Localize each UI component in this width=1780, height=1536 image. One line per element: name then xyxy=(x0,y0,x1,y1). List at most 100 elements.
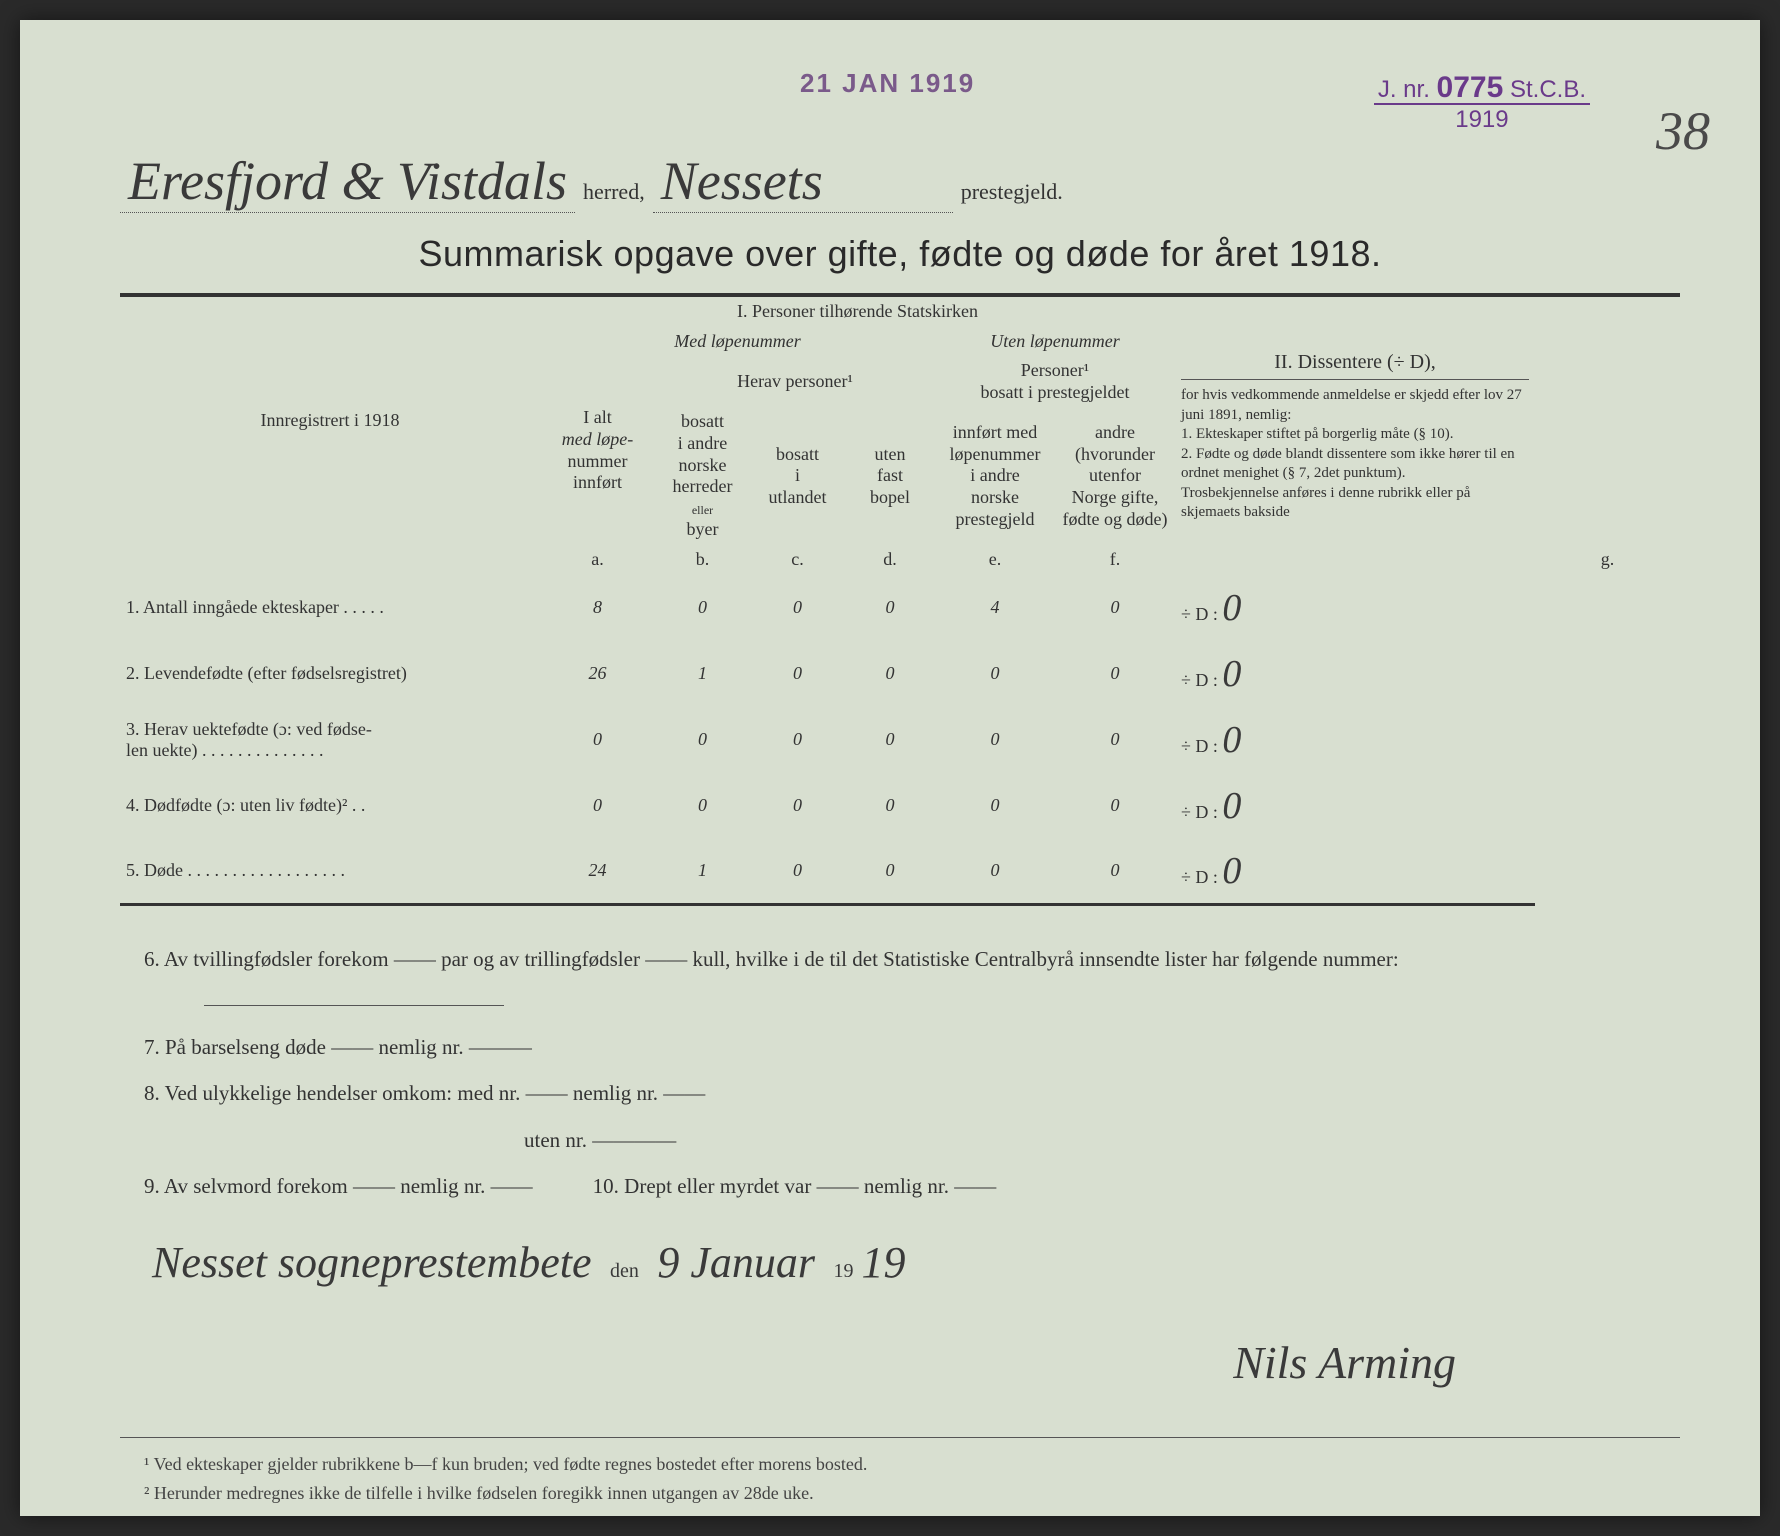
year-prefix: 19 xyxy=(834,1260,854,1282)
cell-a: 26 xyxy=(540,641,655,707)
footnote-1: ¹ Ved ekteskaper gjelder rubrikkene b—f … xyxy=(144,1450,1680,1479)
col-f-l1: (hvorunder xyxy=(1075,444,1155,464)
footnote-2: ² Herunder medregnes ikke de tilfelle i … xyxy=(144,1479,1680,1508)
cell-e: 4 xyxy=(935,575,1055,641)
col-b-l4: eller xyxy=(692,503,713,517)
year-suffix: 19 xyxy=(854,1215,914,1312)
row-label: 2. Levendefødte (efter fødselsregistret) xyxy=(120,641,540,707)
footnotes: ¹ Ved ekteskaper gjelder rubrikkene b—f … xyxy=(120,1437,1680,1508)
col-c-l2: utlandet xyxy=(769,487,827,507)
dissentere-notes: for hvis vedkommende anmeldelse er skjed… xyxy=(1181,386,1529,523)
cell-e: 0 xyxy=(935,707,1055,773)
table-row: 5. Døde . . . . . . . . . . . . . . . . … xyxy=(120,839,1680,905)
cell-a: 0 xyxy=(540,707,655,773)
q6-blank xyxy=(204,982,504,1006)
cell-b: 1 xyxy=(655,641,750,707)
col-letter-e: e. xyxy=(935,545,1055,575)
signature-place-line: Nesset sogneprestembete den 9 Januar 191… xyxy=(144,1215,1656,1312)
cell-g: ÷ D : 0 xyxy=(1175,773,1535,839)
col-a-l0: I alt xyxy=(583,407,612,427)
cell-e: 0 xyxy=(935,641,1055,707)
col-e-l0: innført med xyxy=(953,422,1037,442)
prestegjeld-label: prestegjeld. xyxy=(961,179,1063,205)
cell-f: 0 xyxy=(1055,641,1175,707)
prestegjeld-value: Nessets xyxy=(653,150,953,213)
q6: 6. Av tvillingfødsler forekom —— par og … xyxy=(144,936,1656,982)
signature-date: 9 Januar xyxy=(649,1215,823,1312)
page-number: 38 xyxy=(1656,100,1710,162)
col-letter-g: g. xyxy=(1535,545,1680,575)
col-b-l0: bosatt xyxy=(681,411,724,431)
cell-f: 0 xyxy=(1055,839,1175,905)
date-stamp: 21 JAN 1919 xyxy=(800,68,975,99)
cell-a: 8 xyxy=(540,575,655,641)
cell-d: 0 xyxy=(845,641,935,707)
col-b-l3: herreder xyxy=(673,476,733,496)
q7: 7. På barselseng døde —— nemlig nr. ——— xyxy=(144,1024,1656,1070)
table-row: 2. Levendefødte (efter fødselsregistret)… xyxy=(120,641,1680,707)
jnr-prefix: J. nr. xyxy=(1378,76,1430,103)
col-e-l4: prestegjeld xyxy=(956,509,1035,529)
cell-d: 0 xyxy=(845,839,935,905)
cell-c: 0 xyxy=(750,773,845,839)
herred-value: Eresfjord & Vistdals xyxy=(120,150,575,213)
main-table: Innregistrert i 1918 I. Personer tilhøre… xyxy=(120,293,1680,906)
cell-c: 0 xyxy=(750,575,845,641)
col-d-l1: fast xyxy=(877,465,903,485)
den-label: den xyxy=(610,1260,639,1282)
cell-e: 0 xyxy=(935,839,1055,905)
q10: 10. Drept eller myrdet var —— nemlig nr.… xyxy=(593,1163,997,1209)
cell-d: 0 xyxy=(845,707,935,773)
cell-g: ÷ D : 0 xyxy=(1175,707,1535,773)
cell-d: 0 xyxy=(845,773,935,839)
col-f-l2: utenfor xyxy=(1089,465,1141,485)
col-d-l0: uten xyxy=(875,444,906,464)
col-f-l3: Norge gifte, xyxy=(1072,487,1159,507)
cell-e: 0 xyxy=(935,773,1055,839)
lower-questions: 6. Av tvillingfødsler forekom —— par og … xyxy=(120,936,1680,1413)
jnr-year: 1919 xyxy=(1455,106,1508,133)
jnr-number: 0775 xyxy=(1437,71,1504,104)
row-label: 5. Døde . . . . . . . . . . . . . . . . … xyxy=(120,839,540,905)
col-f-l4: fødte og døde) xyxy=(1063,509,1168,529)
signature-place: Nesset sogneprestembete xyxy=(144,1215,599,1312)
col-letter-f: f. xyxy=(1055,545,1175,575)
col-e-l2: i andre xyxy=(970,465,1019,485)
cell-f: 0 xyxy=(1055,707,1175,773)
journal-number-stamp: J. nr. 0775 St.C.B. 1919 xyxy=(1374,70,1590,135)
cell-g: ÷ D : 0 xyxy=(1175,641,1535,707)
row-label: 1. Antall inngåede ekteskaper . . . . . xyxy=(120,575,540,641)
q8a: 8. Ved ulykkelige hendelser omkom: med n… xyxy=(144,1070,1656,1116)
col-b-l2: norske xyxy=(679,455,727,475)
col-c-l0: bosatt xyxy=(776,444,819,464)
med-lopenummer-header: Med løpenummer xyxy=(540,327,935,357)
document-page: 21 JAN 1919 J. nr. 0775 St.C.B. 1919 38 … xyxy=(20,20,1760,1516)
col-e-l1: løpenummer xyxy=(950,444,1041,464)
q8b: uten nr. ———— xyxy=(144,1117,1656,1163)
col-letter-d: d. xyxy=(845,545,935,575)
jnr-suffix: St.C.B. xyxy=(1510,76,1586,103)
personer-bosatt-header: Personer¹ bosatt i prestegjeldet xyxy=(935,356,1175,407)
row-label: 4. Dødfødte (ɔ: uten liv fødte)² . . xyxy=(120,773,540,839)
table-row: 3. Herav uektefødte (ɔ: ved fødse- len u… xyxy=(120,707,1680,773)
cell-f: 0 xyxy=(1055,773,1175,839)
cell-b: 0 xyxy=(655,773,750,839)
cell-d: 0 xyxy=(845,575,935,641)
cell-b: 0 xyxy=(655,575,750,641)
table-row: 4. Dødfødte (ɔ: uten liv fødte)² . . 0 0… xyxy=(120,773,1680,839)
cell-g: ÷ D : 0 xyxy=(1175,575,1535,641)
col-a-l2: nummer xyxy=(568,451,628,471)
col-letter-c: c. xyxy=(750,545,845,575)
section2-title: II. Dissentere (÷ D), xyxy=(1181,349,1529,380)
cell-c: 0 xyxy=(750,641,845,707)
cell-c: 0 xyxy=(750,839,845,905)
form-title: Summarisk opgave over gifte, fødte og dø… xyxy=(120,233,1680,275)
cell-b: 1 xyxy=(655,839,750,905)
col-a-l3: innført xyxy=(573,472,622,492)
col-f-l0: andre xyxy=(1095,422,1135,442)
signature-name: Nils Arming xyxy=(144,1312,1656,1413)
col-letter-b: b. xyxy=(655,545,750,575)
cell-b: 0 xyxy=(655,707,750,773)
col-a-l1: med løpe- xyxy=(562,429,633,449)
herred-label: herred, xyxy=(583,179,645,205)
